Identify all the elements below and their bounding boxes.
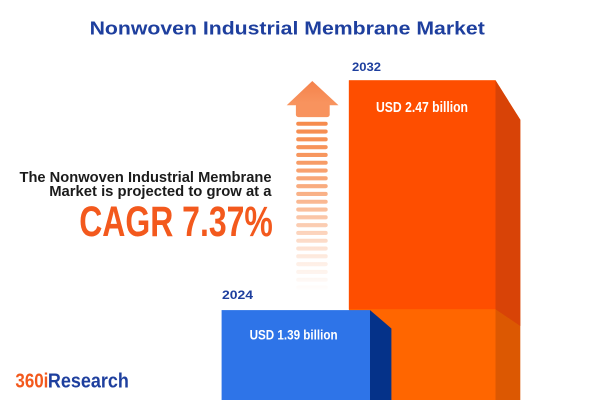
svg-text:The Nonwoven Industrial Membra: The Nonwoven Industrial Membrane (20, 169, 272, 186)
svg-text:2024: 2024 (222, 288, 253, 302)
svg-text:Market is projected to grow at: Market is projected to grow at a (49, 183, 272, 200)
svg-text:CAGR 7.37%: CAGR 7.37% (79, 198, 273, 246)
svg-text:Nonwoven Industrial Membrane M: Nonwoven Industrial Membrane Market (90, 17, 486, 38)
svg-text:360i: 360i (15, 371, 48, 393)
svg-text:USD 2.47 billion: USD 2.47 billion (376, 100, 468, 116)
svg-text:USD 1.39 billion: USD 1.39 billion (250, 327, 338, 343)
svg-text:2032: 2032 (352, 60, 381, 74)
svg-text:Research: Research (48, 371, 129, 393)
